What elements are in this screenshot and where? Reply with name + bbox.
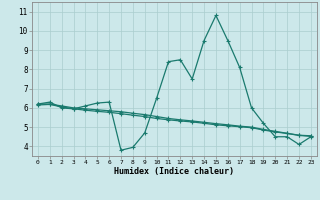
X-axis label: Humidex (Indice chaleur): Humidex (Indice chaleur) (115, 167, 234, 176)
